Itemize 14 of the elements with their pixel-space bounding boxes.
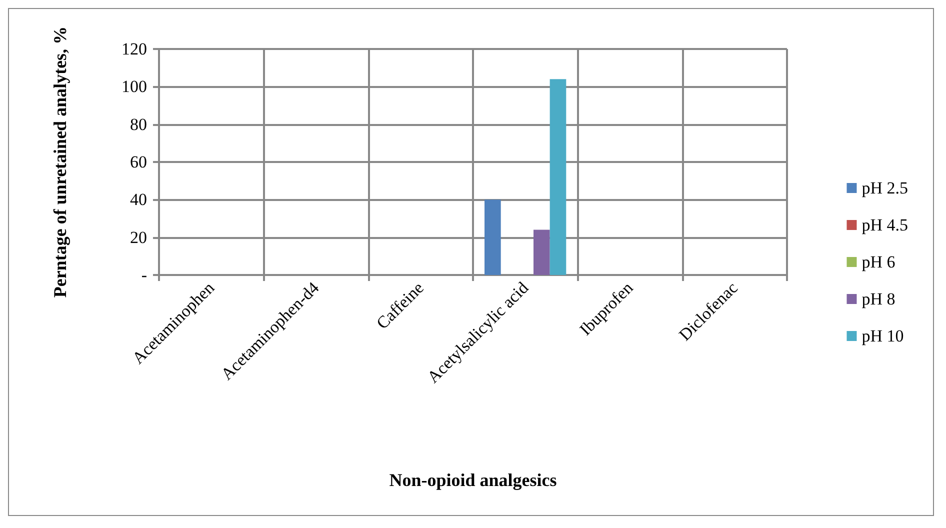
legend-label: pH 6 <box>862 252 896 272</box>
x-axis-title: Non-opioid analgesics <box>389 470 557 490</box>
legend-label: pH 8 <box>862 290 896 308</box>
y-tick-label: 20 <box>130 228 147 247</box>
legend-label: pH 4.5 <box>862 216 908 234</box>
y-tick-label: 40 <box>130 190 147 210</box>
y-tick-label: 80 <box>130 114 147 134</box>
y-tick-label: 60 <box>130 152 147 172</box>
y-tick-label: 120 <box>122 40 147 58</box>
legend-label: pH 10 <box>862 326 904 346</box>
y-tick-label: - <box>141 266 148 284</box>
y-axis-title: Perntage of unretained analytes, % <box>50 26 70 298</box>
y-tick-label: 100 <box>122 77 147 96</box>
legend-label: pH 2.5 <box>862 178 908 198</box>
